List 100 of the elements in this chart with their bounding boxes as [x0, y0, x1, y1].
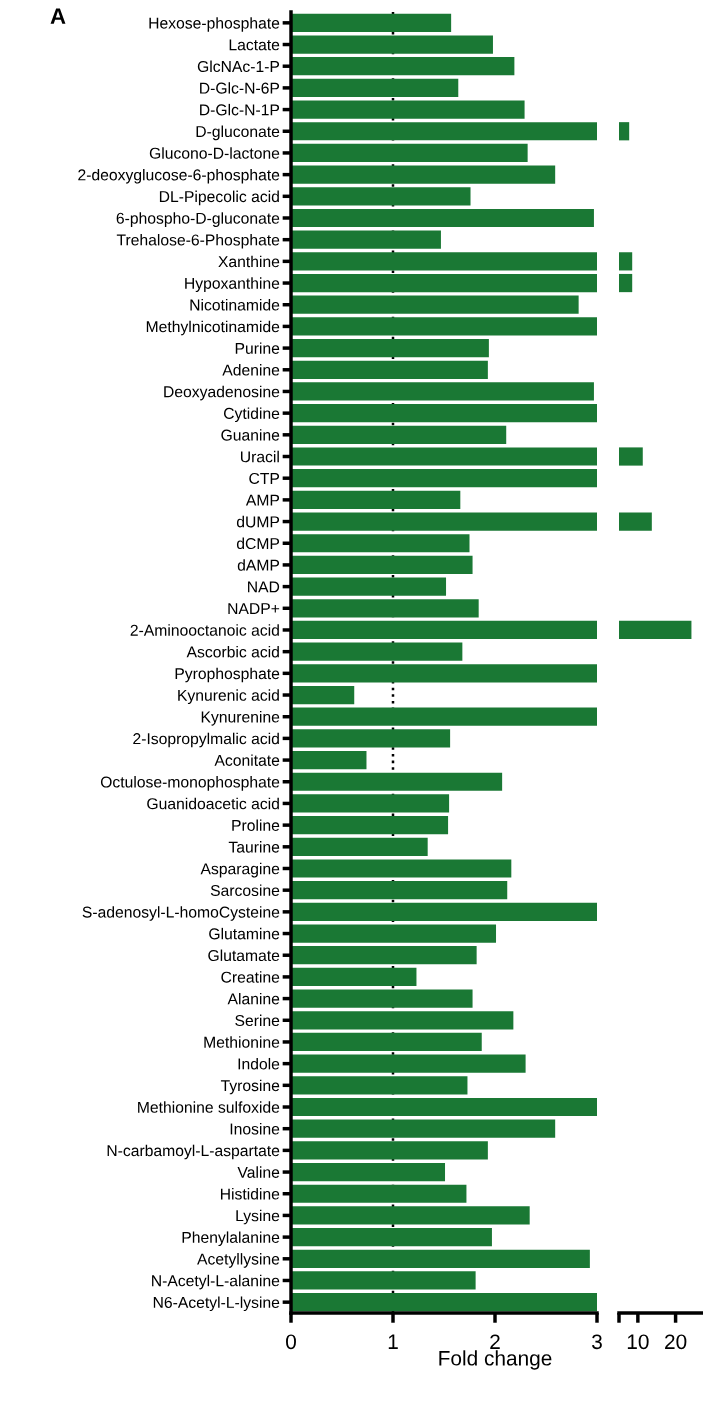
bar: [291, 664, 597, 683]
y-tick-label: Guanidoacetic acid: [147, 797, 279, 810]
y-tick-label: 2-Isopropylmalic acid: [133, 732, 279, 748]
bar: [291, 100, 525, 119]
bar: [291, 707, 597, 726]
y-tick-label: Creatine: [221, 971, 280, 983]
y-tick-label: Xanthine: [218, 255, 280, 268]
y-tick-label: dCMP: [236, 537, 280, 550]
y-tick-label: Kynurenine: [201, 711, 280, 726]
bar: [291, 490, 461, 509]
y-tick-label: Lysine: [236, 1209, 280, 1225]
y-tick-label: Sarcosine: [210, 884, 280, 897]
bar: [291, 577, 447, 596]
y-tick-label: NAD: [248, 581, 280, 593]
x-tick-label: 0: [286, 1334, 296, 1350]
bar: [291, 816, 449, 835]
bar: [291, 1249, 590, 1268]
bar: [291, 273, 597, 293]
bar: [291, 1076, 468, 1095]
y-tick-label: Glutamine: [209, 927, 280, 940]
bar: [291, 902, 597, 921]
bar: [291, 252, 597, 271]
bar: [291, 1162, 446, 1182]
bar: [291, 946, 477, 965]
x-tick-label: 1: [388, 1334, 398, 1349]
y-tick-label: Valine: [237, 1166, 280, 1178]
bar: [291, 447, 597, 466]
y-tick-label: DL-Pipecolic acid: [159, 190, 279, 206]
y-tick-label: D-Glc-N-6P: [200, 82, 280, 94]
y-tick-label: Glutamate: [208, 949, 280, 962]
bar: [291, 382, 594, 401]
bar: [291, 1228, 492, 1247]
bar: [291, 360, 488, 379]
x-tick-label: 3: [592, 1334, 602, 1350]
y-tick-label: NADP+: [228, 603, 280, 614]
bar: [291, 989, 473, 1008]
bar: [291, 317, 597, 336]
bar: [291, 1271, 476, 1290]
bar: [291, 837, 428, 856]
y-tick-label: 2-deoxyglucose-6-phosphate: [78, 168, 280, 184]
y-tick-label: Deoxyadenosine: [164, 385, 280, 401]
y-tick-label: Asparagine: [200, 862, 280, 878]
y-tick-label: AMP: [245, 494, 280, 506]
bar: [291, 78, 459, 97]
bar: [291, 599, 479, 618]
y-tick-label: GlcNAc-1-P: [197, 60, 280, 73]
y-tick-label: Pyrophosphate: [175, 667, 280, 683]
bar: [291, 295, 579, 314]
y-tick-label: Inosine: [230, 1123, 280, 1135]
y-tick-label: N6-Acetyl-L-lysine: [153, 1296, 280, 1312]
text: A: [50, 8, 66, 24]
y-tick-label: Purine: [235, 342, 280, 354]
bar: [291, 165, 556, 184]
y-tick-label: Aconitate: [214, 754, 280, 766]
y-tick-label: Octulose-monophosphate: [100, 776, 280, 791]
y-tick-label: Uracil: [240, 450, 279, 463]
y-tick-label: N-Acetyl-L-alanine: [152, 1274, 280, 1290]
y-tick-label: Taurine: [228, 841, 280, 853]
y-tick-label: Trehalose-6-Phosphate: [116, 233, 280, 249]
bar: [291, 1097, 597, 1117]
bar: [291, 1119, 556, 1138]
bar: [291, 555, 473, 575]
y-tick-label: Tyrosine: [220, 1079, 280, 1095]
y-tick-label: Glucono-D-lactone: [149, 147, 280, 159]
x-tick-label: 2: [490, 1334, 500, 1349]
y-tick-label: Adenine: [222, 364, 280, 376]
y-tick-label: N-carbamoyl-L-aspartate: [107, 1144, 280, 1160]
y-tick-label: S-adenosyl-L-homoCysteine: [82, 906, 280, 921]
y-tick-label: CTP: [249, 472, 280, 485]
y-tick-label: 6-phospho-D-gluconate: [116, 212, 280, 227]
bar: [291, 772, 503, 791]
y-tick-label: Nicotinamide: [190, 299, 280, 311]
y-tick-label: Lactate: [229, 39, 280, 51]
x-tick-label: 10: [627, 1334, 649, 1350]
x-axis-title: Fold change: [439, 1350, 552, 1370]
y-tick-label: Alanine: [227, 992, 280, 1005]
bar: [291, 512, 597, 531]
y-tick-label: Kynurenic acid: [178, 689, 279, 704]
y-tick-label: Guanine: [221, 429, 280, 441]
y-tick-label: Phenylalanine: [182, 1231, 280, 1247]
bar: [291, 35, 493, 54]
y-tick-label: Methylnicotinamide: [146, 320, 280, 336]
bar: [291, 1011, 514, 1030]
bar: [291, 729, 451, 748]
y-tick-label: Cytidine: [223, 407, 280, 423]
y-tick-label: D-gluconate: [196, 125, 280, 141]
bar: [291, 13, 452, 32]
x-tick-label: 20: [665, 1334, 687, 1350]
y-tick-label: Methionine sulfoxide: [138, 1101, 280, 1113]
y-tick-label: Proline: [232, 819, 280, 831]
bar: [291, 750, 367, 770]
bar: [291, 794, 450, 813]
bar: [291, 620, 597, 640]
y-tick-label: Indole: [238, 1057, 280, 1070]
y-tick-label: Hexose-phosphate: [149, 17, 280, 32]
y-tick-label: 2-Aminooctanoic acid: [130, 624, 279, 636]
bar: [291, 967, 417, 987]
bar: [291, 924, 497, 943]
y-tick-label: D-Glc-N-1P: [200, 103, 280, 116]
y-tick-label: Ascorbic acid: [186, 645, 279, 658]
